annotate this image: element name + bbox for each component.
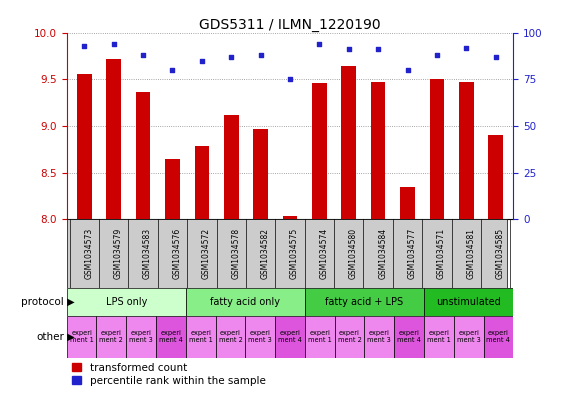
Bar (165, 159, 180, 393)
Text: GSM1034573: GSM1034573 (84, 228, 93, 279)
Text: GSM1034572: GSM1034572 (202, 228, 211, 279)
Text: experi
ment 2: experi ment 2 (99, 331, 124, 343)
Text: experi
ment 3: experi ment 3 (129, 331, 153, 343)
Bar (371, 82, 386, 393)
Text: experi
ment 4: experi ment 4 (487, 331, 510, 343)
Bar (488, 135, 503, 393)
Text: ▶: ▶ (64, 297, 74, 307)
Bar (106, 59, 121, 393)
Text: GSM1034585: GSM1034585 (496, 228, 505, 279)
Bar (253, 129, 268, 393)
Text: GSM1034583: GSM1034583 (143, 228, 152, 279)
Bar (454, 316, 484, 358)
Bar (224, 115, 238, 393)
Bar (77, 73, 92, 393)
Bar (394, 316, 424, 358)
Point (374, 46, 383, 53)
Point (227, 54, 236, 60)
Point (109, 40, 118, 47)
Text: GSM1034576: GSM1034576 (172, 228, 182, 279)
Text: GSM1034581: GSM1034581 (466, 228, 475, 279)
Bar (459, 82, 474, 393)
Text: protocol: protocol (21, 297, 64, 307)
Bar (96, 316, 126, 358)
Text: GSM1034575: GSM1034575 (290, 228, 299, 279)
Text: GSM1034584: GSM1034584 (378, 228, 387, 279)
Text: experi
ment 1: experi ment 1 (70, 331, 93, 343)
Bar (335, 316, 364, 358)
Text: experi
ment 1: experi ment 1 (308, 331, 332, 343)
Legend: transformed count, percentile rank within the sample: transformed count, percentile rank withi… (72, 363, 266, 386)
Text: GSM1034579: GSM1034579 (114, 228, 123, 279)
Bar (216, 316, 245, 358)
Point (256, 52, 265, 58)
Text: unstimulated: unstimulated (436, 297, 501, 307)
Text: GSM1034574: GSM1034574 (320, 228, 328, 279)
Bar (275, 316, 305, 358)
Bar (305, 316, 335, 358)
Bar (67, 288, 186, 316)
Bar (194, 147, 209, 393)
Text: LPS only: LPS only (106, 297, 147, 307)
Text: experi
ment 2: experi ment 2 (338, 331, 361, 343)
Text: experi
ment 4: experi ment 4 (397, 331, 421, 343)
Bar (186, 288, 305, 316)
Bar (305, 288, 424, 316)
Title: GDS5311 / ILMN_1220190: GDS5311 / ILMN_1220190 (199, 18, 381, 31)
Text: GSM1034571: GSM1034571 (437, 228, 446, 279)
Bar (136, 92, 150, 393)
Text: other: other (36, 332, 64, 342)
Text: experi
ment 1: experi ment 1 (427, 331, 451, 343)
Bar (424, 288, 513, 316)
Bar (430, 79, 444, 393)
Point (491, 54, 501, 60)
Bar (245, 316, 275, 358)
Bar (400, 187, 415, 393)
Bar (364, 316, 394, 358)
Point (168, 67, 177, 73)
Text: GSM1034582: GSM1034582 (260, 228, 270, 279)
Text: fatty acid only: fatty acid only (211, 297, 280, 307)
Text: experi
ment 1: experi ment 1 (189, 331, 212, 343)
Text: GSM1034577: GSM1034577 (408, 228, 416, 279)
Point (462, 44, 471, 51)
Point (315, 40, 324, 47)
Bar (484, 316, 513, 358)
Text: experi
ment 2: experi ment 2 (219, 331, 242, 343)
Point (139, 52, 148, 58)
Bar (282, 216, 298, 393)
Point (285, 76, 295, 83)
Point (344, 46, 353, 53)
Text: GSM1034580: GSM1034580 (349, 228, 358, 279)
Text: experi
ment 4: experi ment 4 (159, 331, 183, 343)
Point (432, 52, 441, 58)
Bar (186, 316, 216, 358)
Text: experi
ment 4: experi ment 4 (278, 331, 302, 343)
Text: experi
ment 3: experi ment 3 (248, 331, 272, 343)
Text: experi
ment 3: experi ment 3 (457, 331, 480, 343)
Bar (312, 83, 327, 393)
Point (79, 42, 89, 49)
Text: experi
ment 3: experi ment 3 (368, 331, 391, 343)
Point (403, 67, 412, 73)
Point (197, 57, 206, 64)
Bar (67, 316, 96, 358)
Text: GSM1034578: GSM1034578 (231, 228, 240, 279)
Bar (126, 316, 156, 358)
Text: ▶: ▶ (64, 332, 74, 342)
Bar (424, 316, 454, 358)
Bar (156, 316, 186, 358)
Text: fatty acid + LPS: fatty acid + LPS (325, 297, 404, 307)
Bar (342, 66, 356, 393)
